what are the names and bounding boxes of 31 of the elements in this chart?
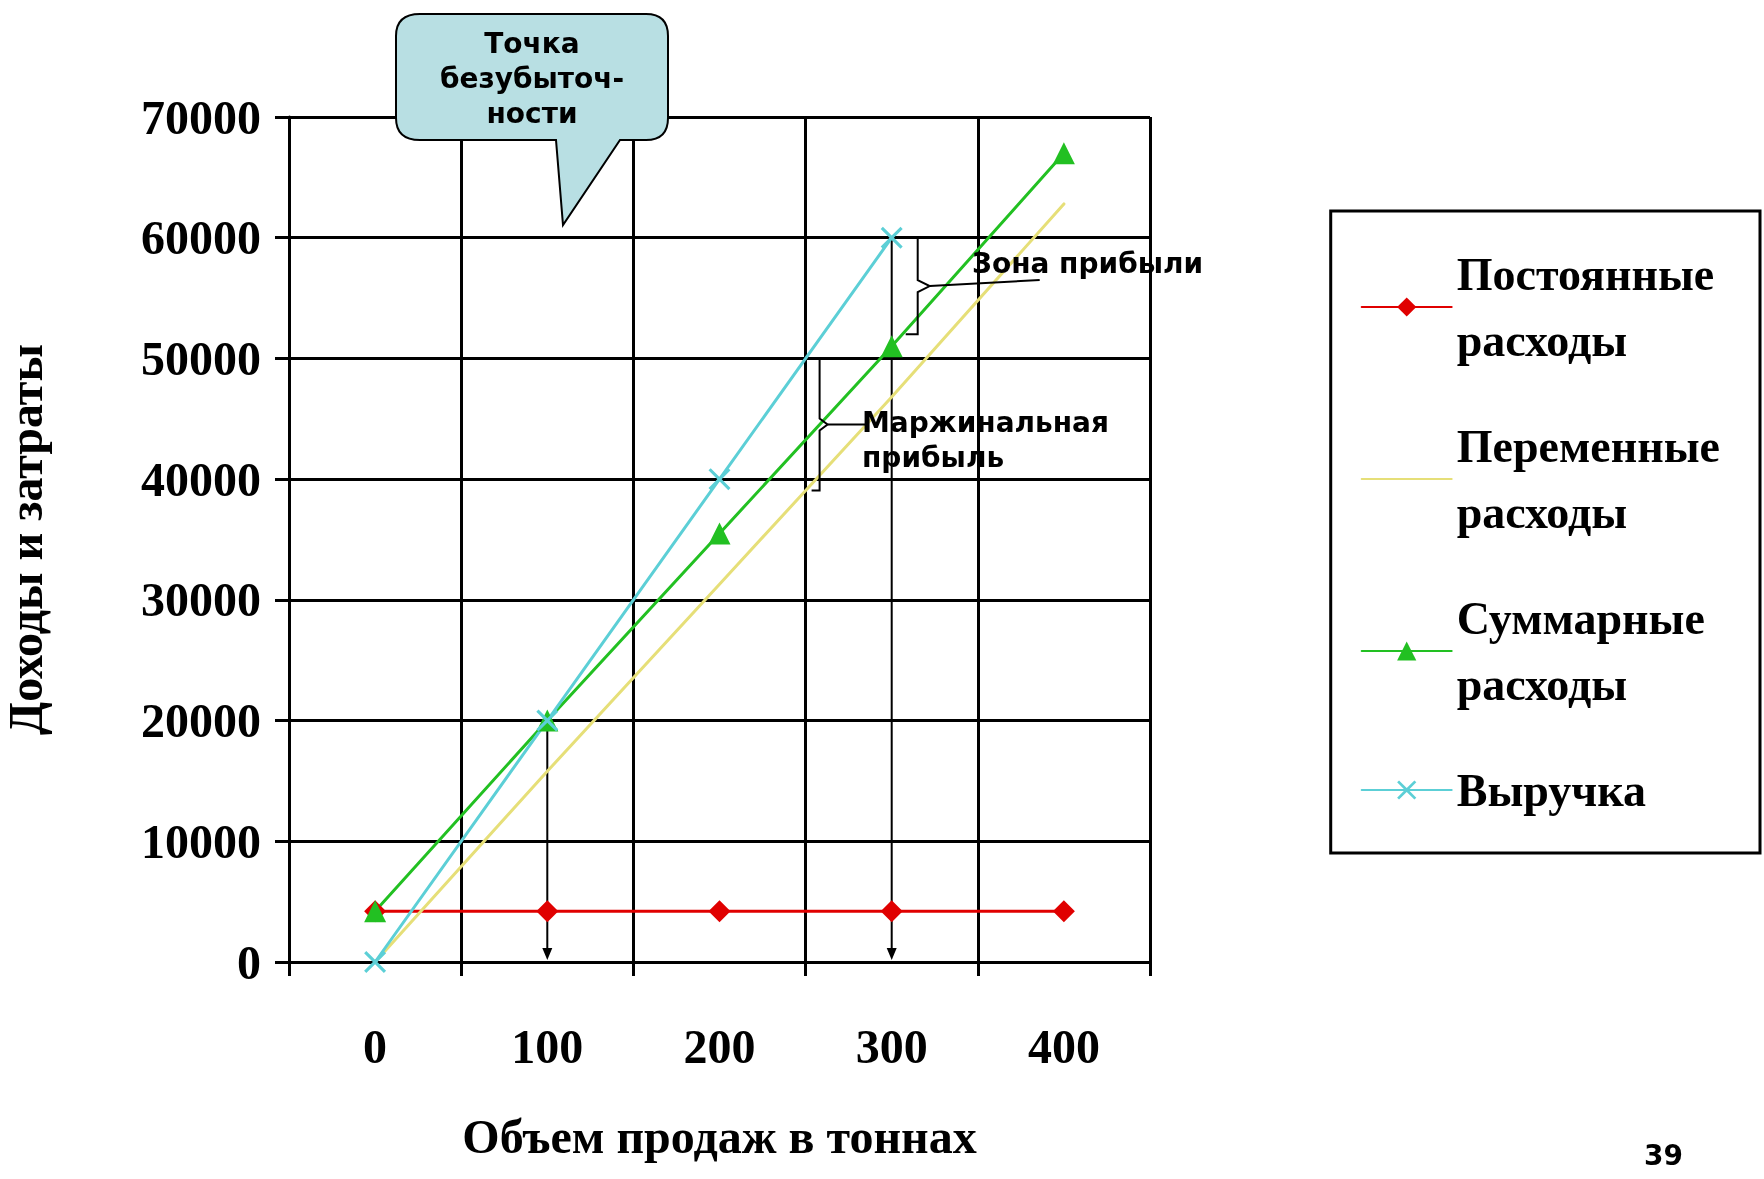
point: [708, 468, 731, 491]
y-tick-label: 20000: [141, 694, 261, 748]
point: [708, 900, 731, 923]
x-tick-label: 100: [511, 1019, 584, 1073]
text: 39: [1644, 1138, 1683, 1173]
legend-label: Переменные расходы: [1456, 420, 1721, 538]
point: [364, 951, 387, 973]
y-tick-label: 10000: [141, 814, 261, 868]
y-tick-label: 50000: [141, 331, 261, 385]
y-tick-label: 30000: [141, 573, 261, 627]
legend-label: Суммарные расходы: [1456, 592, 1705, 710]
y-axis-title: Доходы и затраты: [0, 344, 52, 735]
annotation: Точка безубыточ-ности: [438, 26, 626, 131]
x-tick-label: 400: [1027, 1019, 1100, 1073]
x-tick-label: 0: [363, 1019, 388, 1073]
x-tick-label: 300: [855, 1019, 928, 1073]
x-tick-label: 200: [683, 1019, 756, 1073]
point: [536, 900, 559, 923]
point: [880, 900, 903, 923]
point: [880, 226, 903, 249]
y-tick-label: 60000: [141, 211, 261, 265]
y-tick-label: 70000: [141, 90, 261, 144]
y-tick-label: 40000: [141, 452, 261, 506]
point: [1052, 900, 1075, 923]
legend-label: Постоянные расходы: [1456, 248, 1715, 366]
legend-label: Выручка: [1456, 764, 1647, 816]
x-axis-title: Объем продаж в тоннах: [462, 1109, 977, 1163]
point: [1052, 142, 1075, 165]
point: [880, 335, 903, 358]
point: [708, 522, 731, 545]
y-tick-label: 0: [237, 935, 261, 989]
